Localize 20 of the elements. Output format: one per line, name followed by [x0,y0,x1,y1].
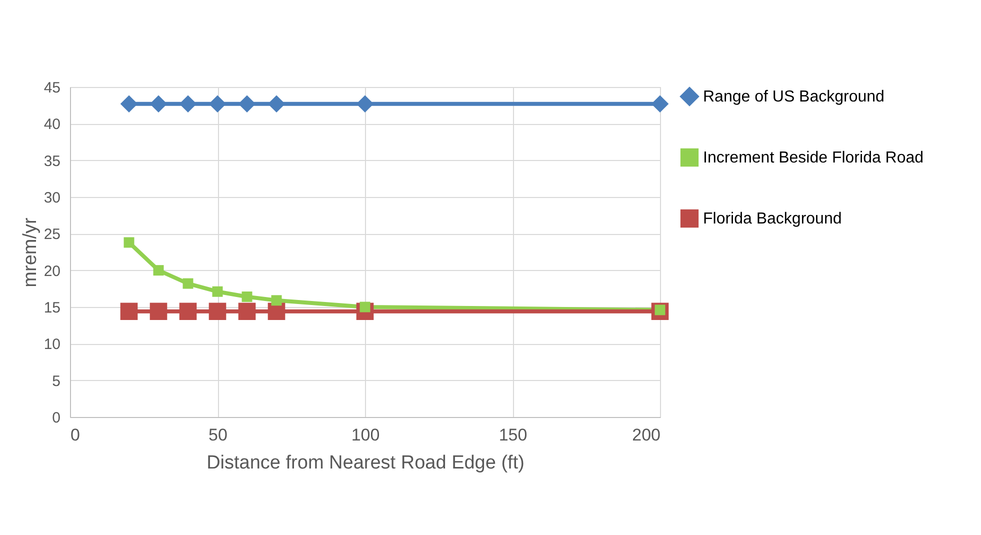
x-tick-label: 200 [632,426,660,444]
y-tick-label: 5 [52,372,60,390]
x-tick-label: 50 [208,426,228,444]
y-tick-label: 35 [44,152,60,170]
legend-label: Florida Background [703,210,842,228]
x-tick-label: 100 [351,426,380,444]
x-tick-label: 150 [498,426,528,444]
y-tick-label: 0 [52,410,60,426]
y-tick-label: 45 [44,80,60,96]
legend-label: Increment Beside Florida Road [703,150,924,166]
y-tick-label: 10 [44,336,60,354]
y-tick-label: 15 [44,300,60,316]
y-tick-label: 20 [44,262,60,280]
y-tick-label: 30 [44,190,60,206]
y-tick-label: 25 [44,226,60,244]
y-axis-title: mrem/yr [20,217,41,288]
x-tick-label: 0 [70,426,80,444]
x-axis-title: Distance from Nearest Road Edge (ft) [206,452,524,474]
y-tick-label: 40 [44,116,60,134]
legend-label: Range of US Background [703,88,884,106]
